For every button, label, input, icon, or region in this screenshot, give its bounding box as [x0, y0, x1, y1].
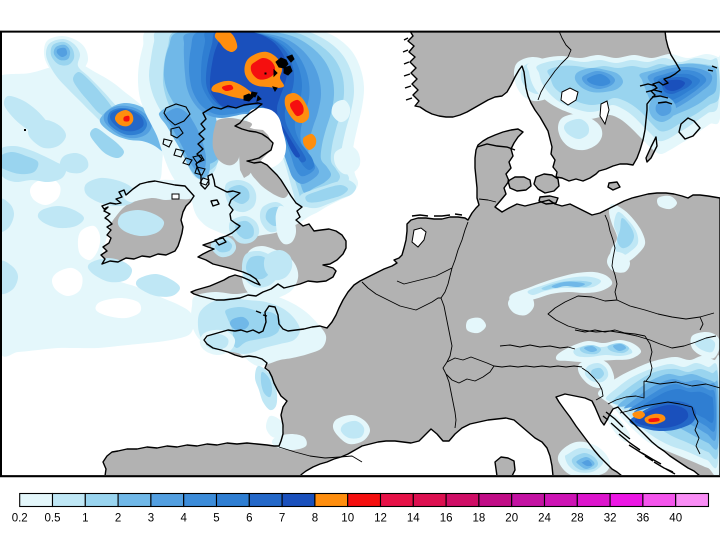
svg-text:5: 5: [213, 513, 219, 525]
svg-text:20: 20: [505, 513, 518, 525]
svg-text:8: 8: [312, 513, 318, 525]
svg-text:3: 3: [148, 513, 154, 525]
svg-text:6: 6: [246, 513, 252, 525]
svg-text:12: 12: [374, 513, 387, 525]
svg-text:7: 7: [279, 513, 285, 525]
svg-text:36: 36: [637, 513, 650, 525]
svg-text:16: 16: [440, 513, 453, 525]
svg-text:1: 1: [82, 513, 88, 525]
svg-text:4: 4: [180, 513, 187, 525]
svg-text:0.2: 0.2: [12, 513, 28, 525]
svg-text:28: 28: [571, 513, 584, 525]
svg-text:14: 14: [407, 513, 420, 525]
svg-text:18: 18: [473, 513, 486, 525]
svg-text:10: 10: [341, 513, 354, 525]
svg-text:40: 40: [669, 513, 682, 525]
svg-text:0.5: 0.5: [45, 513, 61, 525]
svg-text:24: 24: [538, 513, 551, 525]
svg-text:32: 32: [604, 513, 617, 525]
svg-text:2: 2: [115, 513, 121, 525]
